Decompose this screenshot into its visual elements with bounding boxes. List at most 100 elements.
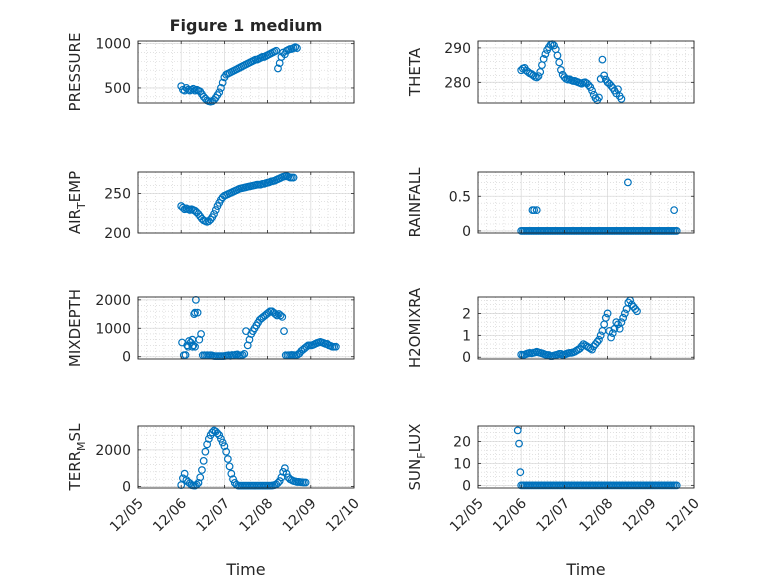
data-point	[203, 440, 212, 449]
subplot-pressure: 500 1000 PRESSURE	[66, 33, 355, 112]
x-tick-label: 12/08	[577, 496, 617, 536]
y-tick-label: 20	[453, 434, 471, 450]
data-point	[198, 466, 206, 474]
data-point	[220, 442, 229, 451]
data-point	[179, 203, 187, 212]
axes-background	[138, 172, 354, 233]
axes-box	[137, 171, 355, 234]
y-axis-label: PRESSURE	[66, 33, 84, 112]
data-point	[211, 206, 220, 214]
data-point	[534, 72, 543, 81]
y-tick-label: 500	[104, 81, 131, 97]
data-point	[204, 434, 213, 443]
data-point	[191, 295, 200, 304]
y-axis-label: THETA	[406, 47, 424, 97]
data-point	[557, 66, 565, 74]
data-point	[273, 311, 282, 320]
data-point	[240, 349, 249, 358]
data-point	[189, 84, 198, 93]
data-point	[617, 94, 626, 103]
y-tick-label: 1000	[95, 321, 131, 337]
data-point	[532, 73, 541, 82]
data-point	[276, 311, 285, 320]
axes-box	[477, 425, 695, 489]
data-point	[193, 308, 202, 317]
data-point	[550, 41, 558, 50]
data-point	[222, 447, 231, 456]
data-point	[196, 473, 205, 482]
subplot-rainfall: 0 0.5 RAINFALL	[406, 167, 695, 240]
x-tick-label: 12/09	[620, 496, 660, 536]
data-point	[215, 431, 224, 440]
y-tick-label: 2	[462, 306, 471, 322]
subplot-air-temp: 200 250 AIRTEMP	[66, 171, 355, 242]
y-axis-label: SUNFLUX	[406, 424, 428, 491]
data-point	[194, 478, 203, 487]
data-point	[282, 469, 291, 478]
y-axis-label: RAINFALL	[406, 167, 424, 238]
y-tick-label: 0	[462, 350, 471, 366]
y-axis-label: H2OMIXRA	[406, 287, 424, 368]
data-point	[672, 481, 681, 490]
axes-background	[138, 41, 354, 103]
data-point	[536, 68, 545, 76]
data-point	[229, 475, 237, 484]
axes-box	[477, 296, 695, 360]
data-point	[208, 428, 217, 437]
data-point	[181, 351, 190, 359]
data-point	[331, 342, 340, 351]
axes-box	[137, 40, 355, 104]
data-point	[274, 478, 282, 487]
x-tick-label: 12/06	[490, 495, 530, 535]
subplot-h2omixra: 0 1 2 H2OMIXRA	[406, 287, 695, 368]
y-axis-label: MIXDEPTH	[66, 289, 84, 367]
data-point	[280, 327, 288, 336]
y-axis-label: AIRTEMP	[66, 171, 88, 234]
data-point	[608, 329, 617, 338]
axes-box	[477, 40, 695, 104]
x-tick-label: 12/07	[193, 496, 233, 536]
data-point	[275, 477, 284, 485]
y-axis-label: TERRMSL	[66, 423, 88, 492]
x-axis-label: Time	[565, 560, 605, 579]
data-point	[301, 478, 310, 487]
data-point	[201, 447, 210, 456]
data-point	[584, 81, 593, 89]
data-point	[189, 341, 198, 350]
data-point	[191, 342, 199, 351]
data-point	[670, 206, 679, 215]
y-tick-label: 0	[122, 480, 131, 496]
x-tick-label: 12/10	[663, 496, 703, 536]
y-tick-label: 1	[462, 328, 471, 344]
x-tick-label: 12/09	[280, 496, 320, 536]
data-point	[633, 307, 641, 316]
x-tick-label: 12/05	[107, 496, 147, 536]
data-point	[553, 51, 562, 60]
data-point	[188, 342, 197, 351]
data-point	[225, 462, 234, 471]
data-point	[271, 310, 280, 318]
data-point	[600, 71, 609, 80]
data-point	[614, 85, 622, 94]
data-point	[272, 46, 281, 55]
data-point	[596, 331, 605, 340]
y-tick-label: 290	[444, 41, 471, 57]
x-tick-label: 12/10	[323, 496, 363, 536]
data-point	[302, 342, 311, 351]
data-point	[199, 456, 208, 465]
y-tick-label: 0	[462, 224, 471, 240]
data-point	[215, 88, 224, 97]
data-point	[190, 310, 199, 318]
data-point	[588, 86, 596, 95]
x-tick-label: 12/08	[237, 496, 277, 536]
data-point	[631, 305, 640, 313]
y-tick-label: 10	[453, 456, 471, 472]
data-point	[593, 338, 602, 346]
data-point	[595, 335, 603, 344]
data-point	[539, 55, 548, 63]
subplot-sun-flux: 0 10 20 SUNFLUX 12/05 12/06 12/07 12/08 12/09 12/…	[406, 424, 703, 579]
data-point	[293, 44, 301, 52]
data-point	[191, 308, 199, 317]
data-point	[218, 78, 227, 87]
